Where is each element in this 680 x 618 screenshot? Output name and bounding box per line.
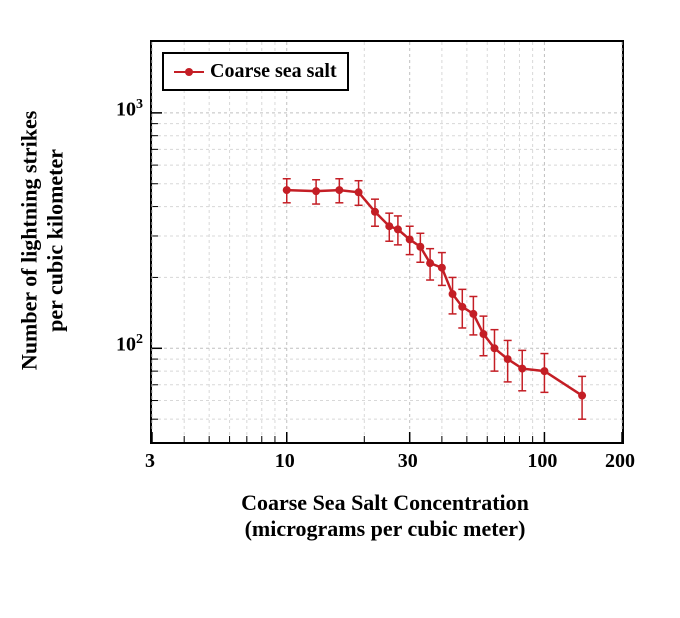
chart-container: Coarse sea salt Number of lightning stri… (0, 0, 680, 618)
data-point (394, 225, 402, 233)
legend: Coarse sea salt (162, 52, 349, 91)
series-line (287, 190, 582, 395)
data-point (283, 186, 291, 194)
x-axis-label-line2: (micrograms per cubic meter) (150, 516, 620, 542)
data-point (406, 235, 414, 243)
y-tick-label: 102 (95, 332, 143, 357)
x-tick-label: 200 (600, 450, 640, 473)
legend-marker-icon (185, 68, 193, 76)
data-point (438, 264, 446, 272)
x-axis-label-line1: Coarse Sea Salt Concentration (150, 490, 620, 516)
data-point (469, 310, 477, 318)
data-point (385, 222, 393, 230)
data-point (416, 243, 424, 251)
plot-area: Coarse sea salt (150, 40, 624, 444)
x-tick-label: 10 (265, 450, 305, 473)
x-tick-label: 30 (388, 450, 428, 473)
data-point (449, 290, 457, 298)
y-tick-label: 103 (95, 97, 143, 122)
x-tick-label: 100 (522, 450, 562, 473)
data-point (490, 344, 498, 352)
data-point (312, 187, 320, 195)
data-point (371, 208, 379, 216)
x-tick-label: 3 (130, 450, 170, 473)
data-point (458, 303, 466, 311)
data-point (335, 186, 343, 194)
data-point (479, 330, 487, 338)
legend-label: Coarse sea salt (210, 60, 337, 83)
data-point (504, 355, 512, 363)
data-point (355, 188, 363, 196)
data-point (540, 367, 548, 375)
data-point (518, 365, 526, 373)
x-axis-label: Coarse Sea Salt Concentration (microgram… (150, 490, 620, 542)
legend-line (174, 71, 204, 73)
data-point (426, 259, 434, 267)
data-point (578, 392, 586, 400)
y-axis-label-text: Number of lightning strikesper cubic kil… (17, 110, 70, 369)
plot-svg (152, 42, 622, 442)
